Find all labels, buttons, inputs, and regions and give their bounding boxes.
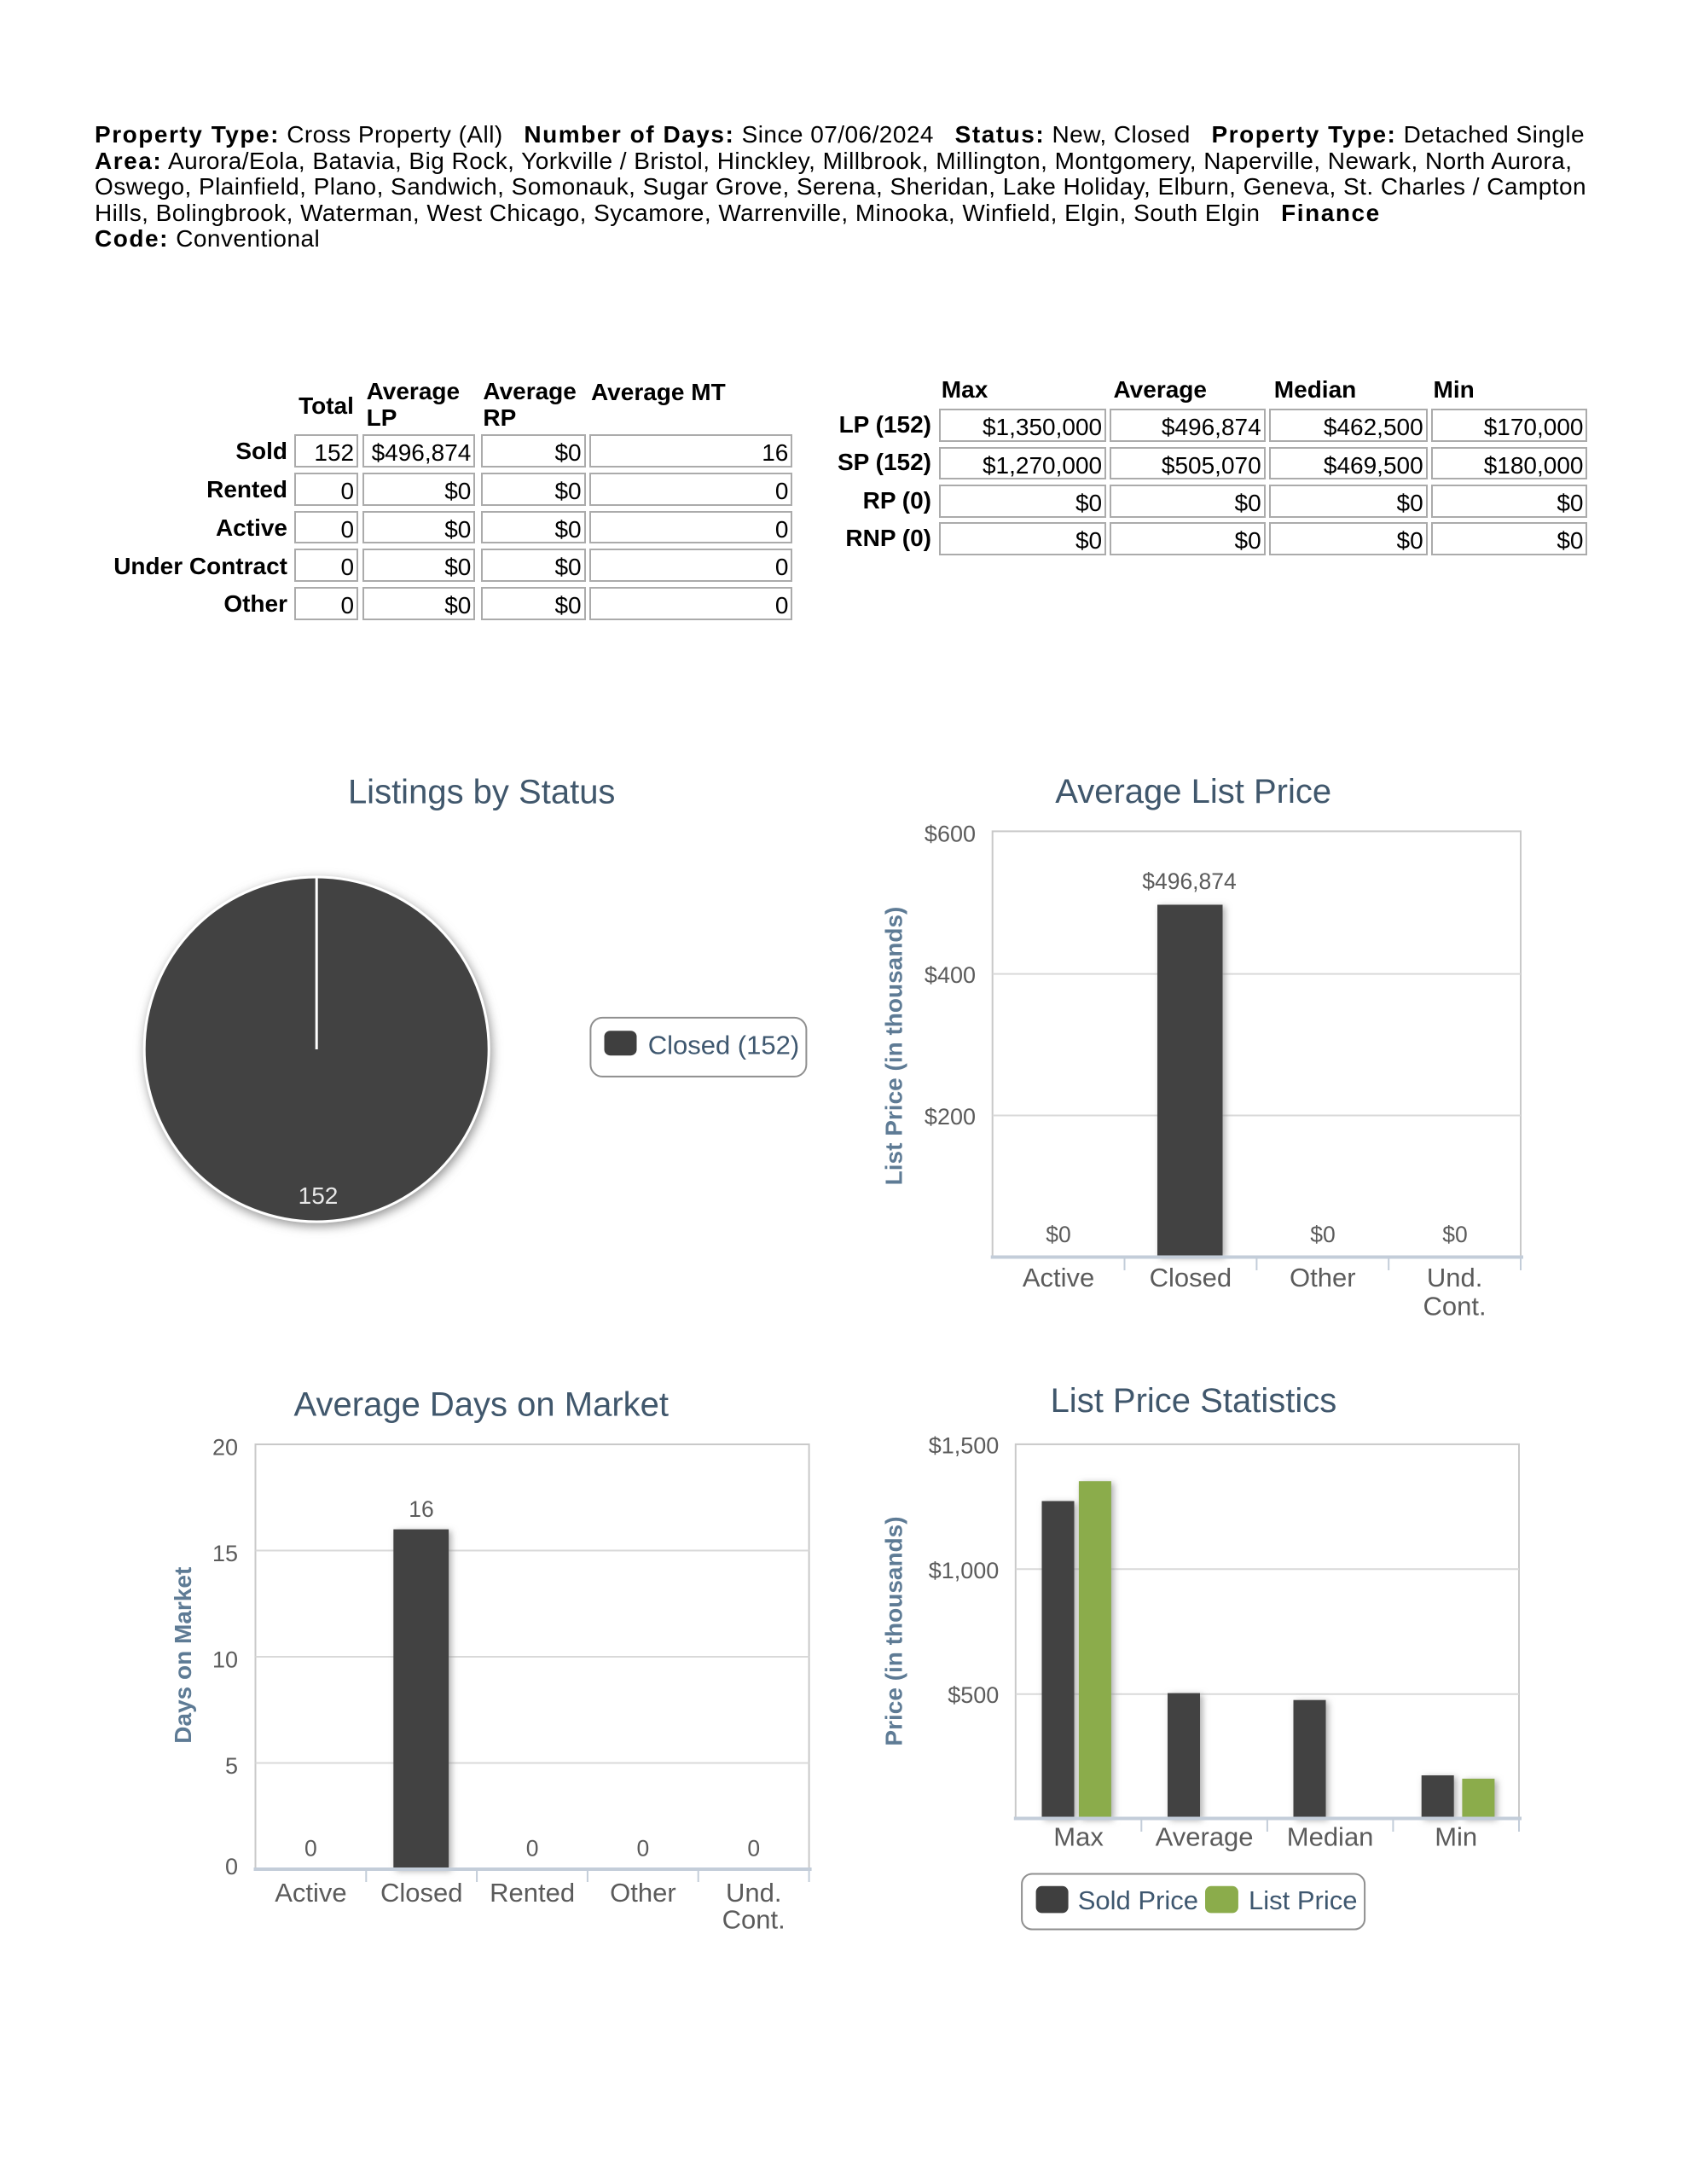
svg-text:0: 0 bbox=[637, 1835, 650, 1861]
svg-text:List Price (in thousands): List Price (in thousands) bbox=[881, 907, 907, 1186]
svg-text:$1,000: $1,000 bbox=[929, 1558, 1000, 1583]
svg-text:List Price Statistics: List Price Statistics bbox=[1051, 1382, 1337, 1420]
svg-text:Cont.: Cont. bbox=[1423, 1292, 1487, 1321]
svg-text:List Price: List Price bbox=[1249, 1885, 1357, 1915]
svg-text:Other: Other bbox=[610, 1878, 676, 1908]
svg-text:0: 0 bbox=[747, 1835, 760, 1861]
svg-text:20: 20 bbox=[212, 1435, 238, 1461]
svg-text:0: 0 bbox=[526, 1835, 539, 1861]
svg-text:Max: Max bbox=[1053, 1822, 1104, 1852]
svg-text:$600: $600 bbox=[925, 821, 976, 846]
svg-text:Rented: Rented bbox=[490, 1878, 575, 1908]
svg-text:15: 15 bbox=[212, 1541, 238, 1566]
svg-text:152: 152 bbox=[299, 1182, 339, 1209]
svg-text:$200: $200 bbox=[925, 1104, 976, 1130]
svg-text:Active: Active bbox=[1023, 1263, 1094, 1292]
svg-text:Median: Median bbox=[1287, 1822, 1374, 1852]
svg-text:$0: $0 bbox=[1442, 1222, 1467, 1247]
svg-text:$1,500: $1,500 bbox=[929, 1432, 1000, 1458]
svg-text:$500: $500 bbox=[948, 1682, 999, 1708]
svg-text:Listings by Status: Listings by Status bbox=[348, 773, 616, 810]
svg-text:$0: $0 bbox=[1310, 1222, 1335, 1247]
svg-text:0: 0 bbox=[225, 1854, 238, 1879]
svg-text:Und.: Und. bbox=[726, 1878, 781, 1908]
svg-text:Closed (152): Closed (152) bbox=[648, 1030, 799, 1060]
svg-text:Closed: Closed bbox=[1150, 1263, 1232, 1292]
svg-text:$0: $0 bbox=[1046, 1222, 1070, 1247]
svg-text:Cont.: Cont. bbox=[722, 1904, 786, 1934]
svg-text:Price (in thousands): Price (in thousands) bbox=[881, 1516, 907, 1745]
svg-text:$400: $400 bbox=[925, 962, 976, 988]
svg-text:0: 0 bbox=[304, 1835, 317, 1861]
svg-text:5: 5 bbox=[225, 1753, 238, 1779]
svg-text:10: 10 bbox=[212, 1647, 238, 1673]
svg-text:Average: Average bbox=[1156, 1822, 1254, 1852]
svg-text:Min: Min bbox=[1435, 1822, 1477, 1852]
svg-text:Und.: Und. bbox=[1427, 1263, 1482, 1292]
svg-text:Other: Other bbox=[1290, 1263, 1356, 1292]
svg-text:16: 16 bbox=[409, 1496, 433, 1522]
svg-text:Active: Active bbox=[275, 1878, 346, 1908]
svg-text:Sold Price: Sold Price bbox=[1078, 1885, 1198, 1915]
svg-text:Closed: Closed bbox=[380, 1878, 463, 1908]
svg-text:Average Days on Market: Average Days on Market bbox=[294, 1385, 669, 1423]
svg-text:Average List Price: Average List Price bbox=[1055, 773, 1331, 810]
svg-text:Days on Market: Days on Market bbox=[170, 1567, 196, 1744]
svg-text:$496,874: $496,874 bbox=[1142, 868, 1237, 894]
